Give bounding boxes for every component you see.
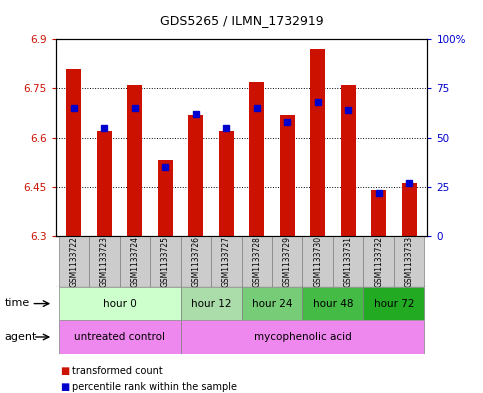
Text: GSM1133725: GSM1133725 [161,236,170,287]
Bar [181,320,425,354]
Text: GDS5265 / ILMN_1732919: GDS5265 / ILMN_1732919 [160,14,323,27]
Bar [181,287,242,320]
Text: GSM1133726: GSM1133726 [191,236,200,287]
Bar [66,69,82,236]
Bar [249,82,264,236]
Bar [302,287,363,320]
Text: agent: agent [5,332,37,342]
Text: GSM1133731: GSM1133731 [344,236,353,287]
Bar [341,85,356,236]
Bar [181,236,211,287]
Bar [58,287,181,320]
Bar [242,287,302,320]
Text: GSM1133733: GSM1133733 [405,236,413,287]
Bar [120,236,150,287]
Text: GSM1133730: GSM1133730 [313,236,322,287]
Text: GSM1133723: GSM1133723 [100,236,109,287]
Bar [302,236,333,287]
Bar [211,236,242,287]
Text: GSM1133724: GSM1133724 [130,236,139,287]
Bar [363,236,394,287]
Text: GSM1133732: GSM1133732 [374,236,383,287]
Bar [333,236,363,287]
Text: hour 12: hour 12 [191,299,231,309]
Text: untreated control: untreated control [74,332,165,342]
Text: ■: ■ [60,366,70,376]
Bar [219,131,234,236]
Bar [371,190,386,236]
Bar [272,236,302,287]
Text: hour 24: hour 24 [252,299,292,309]
Bar [394,236,425,287]
Text: GSM1133729: GSM1133729 [283,236,292,287]
Text: hour 72: hour 72 [374,299,414,309]
Bar [280,115,295,236]
Bar [242,236,272,287]
Text: GSM1133727: GSM1133727 [222,236,231,287]
Bar [58,320,181,354]
Text: percentile rank within the sample: percentile rank within the sample [72,382,238,392]
Text: hour 0: hour 0 [103,299,136,309]
Text: ■: ■ [60,382,70,392]
Bar [150,236,181,287]
Bar [127,85,142,236]
Text: GSM1133728: GSM1133728 [252,236,261,287]
Bar [188,115,203,236]
Text: mycophenolic acid: mycophenolic acid [254,332,351,342]
Bar [401,184,417,236]
Text: time: time [5,298,30,309]
Bar [89,236,120,287]
Bar [310,49,326,236]
Text: hour 48: hour 48 [313,299,353,309]
Bar [97,131,112,236]
Text: GSM1133722: GSM1133722 [70,236,78,287]
Text: transformed count: transformed count [72,366,163,376]
Bar [157,160,173,236]
Bar [58,236,89,287]
Bar [363,287,425,320]
